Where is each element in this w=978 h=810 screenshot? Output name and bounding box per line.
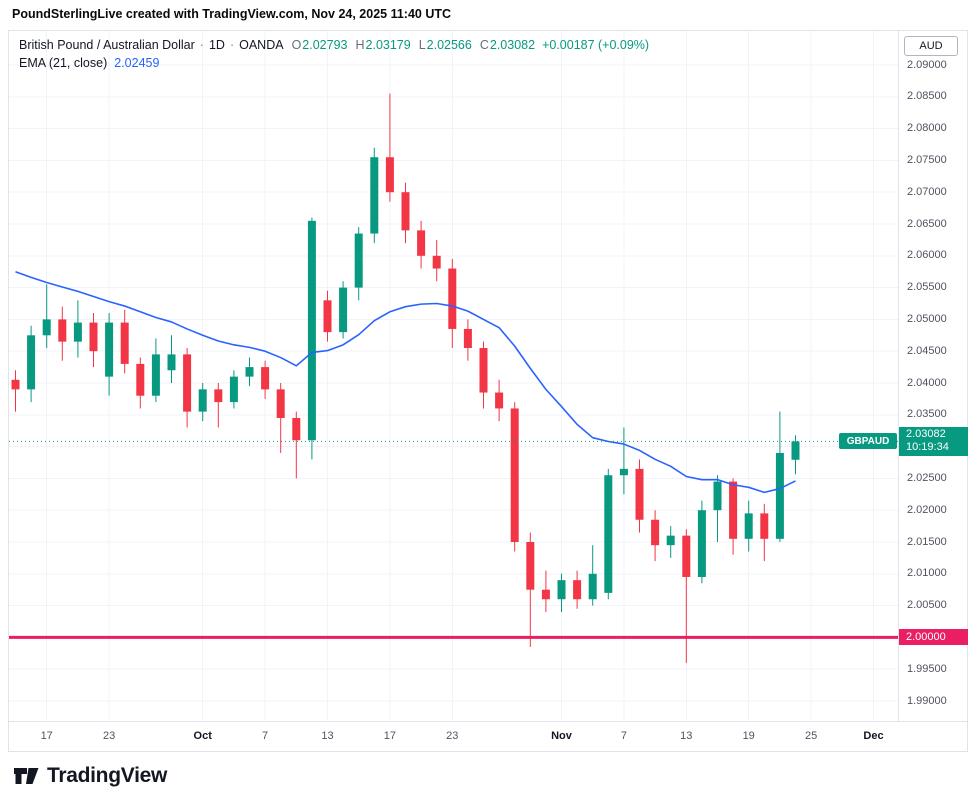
close-label: C (479, 38, 489, 52)
legend-symbol-row: British Pound / Australian Dollar · 1D ·… (19, 36, 649, 54)
legend-separator: · (199, 38, 204, 52)
candlestick-chart[interactable] (9, 31, 898, 721)
open-value: 2.02793 (302, 38, 348, 52)
currency-button[interactable]: AUD (904, 36, 958, 56)
low-label: L (418, 38, 426, 52)
ema-indicator-label[interactable]: EMA (21, close) (19, 56, 108, 70)
price-tick-label: 1.99000 (907, 694, 947, 707)
price-tick-label: 2.08000 (907, 122, 947, 135)
high-label: H (355, 38, 365, 52)
time-tick-label: Nov (551, 730, 572, 742)
price-tick-label: 2.01500 (907, 535, 947, 548)
level-price-badge: 2.00000 (899, 629, 968, 646)
tradingview-brand[interactable]: TradingView (47, 764, 168, 787)
time-tick-label: 13 (680, 730, 693, 742)
ema-value: 2.02459 (114, 56, 160, 70)
price-tick-label: 2.05000 (907, 312, 947, 325)
time-tick-label: 17 (40, 730, 53, 742)
price-tick-label: 2.09000 (907, 58, 947, 71)
time-tick-label: 25 (804, 730, 818, 742)
price-tick-label: 1.99500 (907, 662, 947, 675)
price-axis[interactable]: AUD 2.03082 10:19:34 2.00000 2.09000 2.08… (898, 31, 968, 721)
bar-countdown: 10:19:34 (906, 441, 949, 454)
close-value: 2.03082 (489, 38, 536, 52)
price-tick-label: 2.07500 (907, 153, 947, 166)
change-value: +0.00187 (+0.09%) (542, 38, 650, 52)
time-tick-label: 19 (742, 730, 755, 742)
open-label: O (291, 38, 302, 52)
price-tick-label: 2.01000 (907, 567, 947, 580)
legend-indicator-row: EMA (21, close) 2.02459 (19, 54, 649, 72)
tradingview-logo-icon[interactable] (12, 762, 40, 790)
price-tick-label: 2.02500 (907, 471, 947, 484)
time-tick-label: 13 (321, 730, 334, 742)
legend-separator: · (229, 38, 235, 52)
price-tick-label: 2.07000 (907, 185, 947, 198)
time-tick-label: Oct (193, 730, 212, 742)
time-tick-label: 7 (262, 730, 269, 742)
chart-panel: GBPAUD British Pound / Australian Dollar… (8, 30, 968, 752)
time-tick-label: 17 (383, 730, 397, 742)
last-price-badge: 2.03082 10:19:34 (899, 427, 968, 457)
symbol-price-tag: GBPAUD (839, 433, 897, 450)
chart-plot-area[interactable]: GBPAUD (9, 31, 898, 721)
price-tick-label: 2.08500 (907, 90, 947, 103)
time-tick-label: 23 (446, 730, 459, 742)
price-tick-label: 2.02000 (907, 503, 947, 516)
time-tick-label: Dec (863, 730, 884, 742)
time-tick-label: 23 (102, 730, 116, 742)
price-tick-label: 2.06500 (907, 217, 947, 230)
price-tick-label: 2.03500 (907, 408, 947, 421)
price-tick-label: 2.04500 (907, 344, 947, 357)
low-value: 2.02566 (426, 38, 472, 52)
last-price-value: 2.03082 (906, 428, 946, 441)
interval-label[interactable]: 1D (208, 38, 225, 52)
time-tick-label: 7 (620, 730, 627, 742)
legend: British Pound / Australian Dollar · 1D ·… (19, 36, 649, 72)
price-tick-label: 2.06000 (907, 249, 947, 262)
price-tick-label: 2.04000 (907, 376, 947, 389)
symbol-title[interactable]: British Pound / Australian Dollar (19, 38, 195, 52)
attribution-text: PoundSterlingLive created with TradingVi… (12, 7, 452, 21)
price-tick-label: 2.00500 (907, 599, 947, 612)
exchange-label[interactable]: OANDA (239, 38, 284, 52)
time-axis[interactable]: 17 23 Oct 7 13 17 23 Nov 7 13 19 25 Dec (9, 721, 967, 751)
footer: TradingView (12, 762, 167, 790)
price-tick-label: 2.05500 (907, 281, 947, 294)
high-value: 2.03179 (365, 38, 411, 52)
